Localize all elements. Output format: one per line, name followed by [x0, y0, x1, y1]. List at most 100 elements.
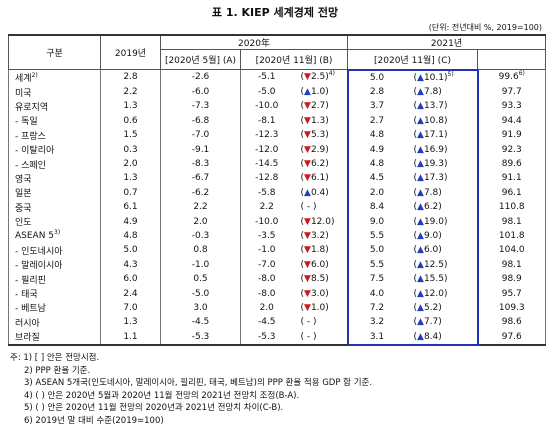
- cell-value: 2.8: [123, 72, 138, 83]
- row-label-text: 중국: [15, 203, 32, 214]
- cell-value: -7.0: [257, 259, 276, 270]
- cell-value: (▼6.2): [300, 159, 329, 170]
- table-cell: (▼8.5): [292, 271, 348, 287]
- row-label: - 필리핀: [8, 271, 101, 287]
- cell-value: -0.3: [191, 230, 210, 241]
- cell-value: 4.3: [123, 259, 138, 270]
- table-cell: (▲10.8): [405, 113, 479, 129]
- cell-value: (▲10.8): [413, 115, 448, 126]
- cell-value: (▲17.3): [413, 173, 448, 184]
- cell-value: 4.0: [369, 288, 385, 299]
- row-label-text: - 독일: [15, 117, 38, 128]
- cell-value: (▼1.8): [300, 245, 329, 256]
- cell-value: 4.8: [369, 159, 385, 170]
- cell-value: (▲1.0): [300, 87, 329, 98]
- table-row: 인도 4.9 2.0 -10.0 (▼12.0) 9.0 (▲19.0) 98.1: [8, 214, 547, 229]
- table-cell: -9.1: [160, 142, 241, 157]
- table-cell: (▼6.2): [292, 156, 348, 172]
- cell-value: (▲7.7): [413, 317, 442, 328]
- table-cell: (▲1.0): [292, 84, 348, 100]
- cell-value: 0.3: [123, 144, 138, 155]
- table-cell: (▲15.5): [405, 271, 479, 287]
- row-label-text: - 필리핀: [15, 275, 46, 286]
- cell-value: -5.8: [257, 187, 276, 198]
- cell-value: -5.0: [257, 87, 276, 98]
- table-cell: -8.3: [160, 156, 241, 172]
- cell-value: -4.5: [191, 317, 210, 328]
- cell-value: -9.1: [191, 144, 210, 155]
- row-label: ASEAN 53): [8, 228, 101, 244]
- cell-value: 2.0: [369, 187, 385, 198]
- row-label: 유로지역: [8, 99, 101, 114]
- table-cell: (▼6.0): [292, 257, 348, 272]
- row-label-text: - 말레이시아: [15, 261, 63, 272]
- footnote: 2) PPP 환율 기준.: [24, 365, 91, 376]
- table-cell: -6.8: [160, 113, 241, 129]
- table-row: ASEAN 53) 4.8 -0.3 -3.5 (▼3.2) 5.5 (▲9.0) 101.8: [8, 228, 547, 244]
- table-cell: 0.8: [160, 243, 241, 258]
- cell-value: 5.0: [369, 72, 385, 83]
- table-cell: 5.5: [346, 257, 406, 272]
- table-cell: 109.3: [476, 300, 547, 316]
- footnote-ref: 4): [328, 70, 335, 78]
- table-cell: -8.1: [240, 113, 293, 129]
- table-row: - 스페인 2.0 -8.3 -14.5 (▼6.2) 4.8 (▲19.3) 89.6: [8, 156, 547, 172]
- cell-value: -7.0: [191, 130, 210, 141]
- cell-value: 6.1: [123, 202, 138, 213]
- table-cell: (▲7.7): [405, 315, 479, 330]
- table-cell: (▲5.2): [405, 300, 479, 316]
- table-cell: (▲8.4): [405, 329, 479, 346]
- cell-value: (▼6.0): [300, 259, 329, 270]
- table-cell: (▼12.0): [292, 214, 348, 229]
- table-cell: (▲16.9): [405, 142, 479, 157]
- cell-value: (▲15.5): [413, 274, 448, 285]
- table-cell: 98.1: [476, 214, 547, 229]
- table-header: 구분 2019년 2020年 2021년 [2020년 5월] (A) [202…: [8, 34, 547, 70]
- cell-value: -12.3: [255, 130, 279, 141]
- table-cell: 6.0: [100, 271, 161, 287]
- table-cell: 3.7: [346, 99, 406, 114]
- table-cell: 1.3: [100, 315, 161, 330]
- table-cell: (▲12.0): [405, 286, 479, 301]
- row-label-text: - 프랑스: [15, 131, 46, 142]
- table-cell: 7.0: [100, 300, 161, 316]
- unit-note: (단위: 전년대비 %, 2019=100): [428, 23, 542, 32]
- row-label: - 이탈리아: [8, 142, 101, 157]
- table-cell: 4.3: [100, 257, 161, 272]
- table-cell: 2.2: [100, 84, 161, 100]
- table-row: - 베트남 7.0 3.0 2.0 (▼1.0) 7.2 (▲5.2) 109.3: [8, 300, 547, 316]
- cell-value: 4.8: [123, 230, 138, 241]
- cell-value: 97.6: [501, 331, 522, 342]
- cell-value: (▲5.2): [413, 302, 442, 313]
- table-cell: -10.0: [240, 214, 293, 229]
- table-cell: 98.1: [476, 257, 547, 272]
- table-cell: -4.5: [240, 315, 293, 330]
- cell-value: (▲12.0): [413, 288, 448, 299]
- cell-value: 2.2: [123, 87, 138, 98]
- table-cell: -3.5: [240, 228, 293, 244]
- table-cell: 1.1: [100, 329, 161, 346]
- cell-value: -1.0: [257, 245, 276, 256]
- table-cell: (▲13.7): [405, 99, 479, 114]
- cell-value: 97.7: [501, 87, 522, 98]
- row-label: - 스페인: [8, 156, 101, 172]
- row-label: 중국: [8, 200, 101, 215]
- row-label: 세계2): [8, 69, 101, 85]
- table-cell: (▼1.8): [292, 243, 348, 258]
- table-cell: -7.0: [240, 257, 293, 272]
- table-cell: -12.0: [240, 142, 293, 157]
- cell-value: 3.1: [369, 331, 385, 342]
- row-label-text: 일본: [15, 189, 32, 200]
- cell-value: (▼6.1): [300, 173, 329, 184]
- table-cell: -12.3: [240, 128, 293, 143]
- header-cell: 2020年: [160, 34, 348, 50]
- table-cell: 2.2: [240, 200, 293, 215]
- cell-value: 2.4: [123, 288, 138, 299]
- table-row: - 프랑스 1.5 -7.0 -12.3 (▼5.3) 4.8 (▲17.1) 91.9: [8, 128, 547, 143]
- cell-value: (▼12.0): [300, 216, 335, 227]
- row-label-text: - 태국: [15, 290, 38, 301]
- table-cell: -5.1: [240, 69, 293, 85]
- table-cell: 2.7: [346, 113, 406, 129]
- table-cell: -10.0: [240, 99, 293, 114]
- table-cell: 4.8: [346, 128, 406, 143]
